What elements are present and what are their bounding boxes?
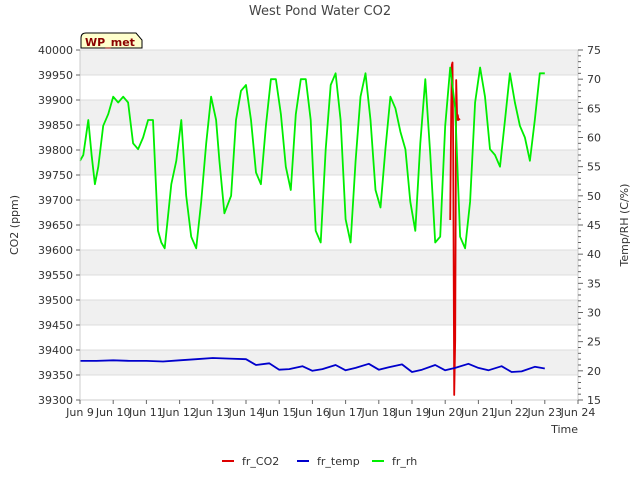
legend-label: fr_rh — [392, 455, 417, 468]
chart-title: West Pond Water CO2 — [249, 4, 391, 19]
legend-label: fr_CO2 — [242, 455, 279, 468]
y-tick-label: 40000 — [38, 44, 73, 57]
series-line-fr-temp — [80, 357, 545, 373]
y2-tick-label: 30 — [587, 307, 601, 320]
y-tick-label: 39800 — [38, 144, 73, 157]
badge-tab-shape — [80, 32, 143, 49]
y2-tick-label: 25 — [587, 336, 601, 349]
badge-label: WP_met — [85, 36, 135, 49]
y-tick-label: 39350 — [38, 369, 73, 382]
plot-band — [80, 200, 578, 225]
series-layer — [79, 61, 545, 396]
y-tick-label: 39750 — [38, 169, 73, 182]
x-tick-label: Jun 22 — [493, 406, 529, 419]
y-tick-label: 39450 — [38, 319, 73, 332]
plot-band — [80, 375, 578, 400]
y2-tick-label: 50 — [587, 190, 601, 203]
y-tick-label: 39900 — [38, 94, 73, 107]
y-tick-label: 39650 — [38, 219, 73, 232]
y2-tick-label: 55 — [587, 161, 601, 174]
plot-band — [80, 250, 578, 275]
y-axis-title: CO2 (ppm) — [8, 195, 21, 255]
plot-band — [80, 50, 578, 75]
series-line-fr-rh — [79, 66, 545, 250]
x-tick-label: Jun 11 — [128, 406, 164, 419]
x-tick-label: Jun 19 — [394, 406, 430, 419]
plot-band — [80, 275, 578, 300]
plot-band — [80, 350, 578, 375]
y-tick-label: 39300 — [38, 394, 73, 407]
x-tick-label: Jun 14 — [228, 406, 264, 419]
y2-tick-label: 35 — [587, 277, 601, 290]
plot-bands — [80, 50, 578, 400]
y-tick-label: 39700 — [38, 194, 73, 207]
plot-band — [80, 300, 578, 325]
x-tick-label: Jun 23 — [526, 406, 562, 419]
plot-band — [80, 225, 578, 250]
series-line-fr-CO2 — [449, 61, 461, 396]
x-tick-label: Jun 12 — [161, 406, 197, 419]
legend: fr_CO2 fr_temp fr_rh — [222, 455, 417, 468]
y-tick-label: 39500 — [38, 294, 73, 307]
plot-band — [80, 175, 578, 200]
x-tick-label: Jun 24 — [560, 406, 596, 419]
y-tick-label: 39950 — [38, 69, 73, 82]
legend-label: fr_temp — [317, 455, 360, 468]
y2-tick-label: 40 — [587, 248, 601, 261]
y2-axis-title: Temp/RH (C/%) — [618, 184, 631, 268]
axes: 39300 39350 39400 39450 39500 39550 39600 39650… — [38, 44, 601, 419]
y2-tick-label: 70 — [587, 73, 601, 86]
x-tick-label: Jun 21 — [460, 406, 496, 419]
x-tick-label: Jun 16 — [294, 406, 330, 419]
x-tick-label: Jun 9 — [65, 406, 94, 419]
y-tick-label: 39850 — [38, 119, 73, 132]
y-tick-label: 39600 — [38, 244, 73, 257]
y-tick-label: 39400 — [38, 344, 73, 357]
y2-tick-label: 45 — [587, 219, 601, 232]
x-tick-label: Jun 20 — [427, 406, 463, 419]
y2-tick-label: 75 — [587, 44, 601, 57]
y2-tick-label: 15 — [587, 394, 601, 407]
x-tick-label: Jun 10 — [95, 406, 131, 419]
station-badge: WP_met — [80, 32, 143, 49]
plot-band — [80, 125, 578, 150]
x-tick-label: Jun 15 — [261, 406, 297, 419]
plot-band — [80, 325, 578, 350]
x-axis-title: Time — [550, 423, 578, 436]
y2-tick-label: 20 — [587, 365, 601, 378]
y2-tick-label: 65 — [587, 102, 601, 115]
x-tick-label: Jun 17 — [327, 406, 363, 419]
x-tick-label: Jun 13 — [194, 406, 230, 419]
x-tick-label: Jun 18 — [360, 406, 396, 419]
y2-tick-label: 60 — [587, 132, 601, 145]
y-tick-label: 39550 — [38, 269, 73, 282]
